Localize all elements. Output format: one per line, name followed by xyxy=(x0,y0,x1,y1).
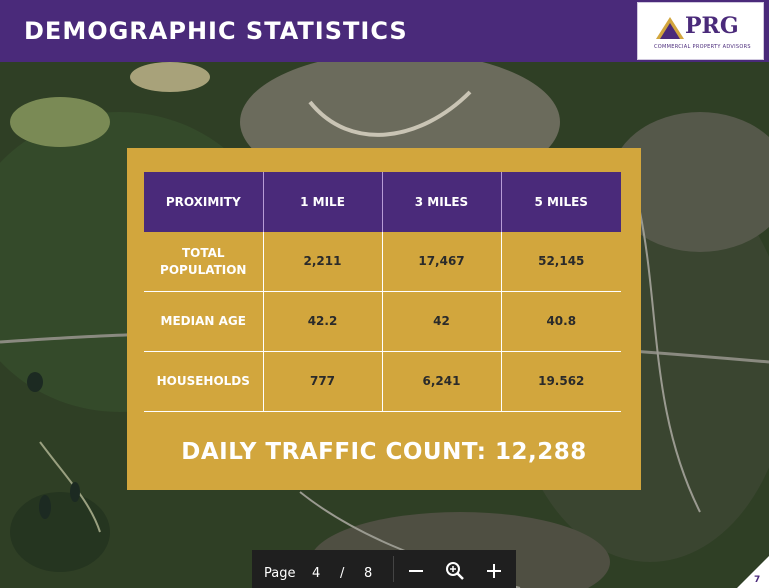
table-cell: 19.562 xyxy=(501,351,621,412)
row-label-total-population: TOTAL POPULATION xyxy=(144,232,264,292)
page-toolbar: Page 4 / 8 xyxy=(252,550,516,588)
column-header-3-miles: 3 MILES xyxy=(382,172,502,232)
zoom-button[interactable] xyxy=(444,560,466,582)
header-bar: DEMOGRAPHIC STATISTICS PRG COMMERCIAL PR… xyxy=(0,0,769,62)
toolbar-divider xyxy=(393,556,394,582)
plus-icon xyxy=(487,564,501,578)
table-cell: 2,211 xyxy=(263,232,383,292)
table-header-row: PROXIMITY 1 MILE 3 MILES 5 MILES xyxy=(144,172,621,232)
page-title: DEMOGRAPHIC STATISTICS xyxy=(24,17,408,45)
table-cell: 52,145 xyxy=(501,232,621,292)
table-cell: 40.8 xyxy=(501,291,621,352)
demographics-table: PROXIMITY 1 MILE 3 MILES 5 MILES TOTAL P… xyxy=(144,172,621,412)
zoom-in-button[interactable] xyxy=(483,560,505,582)
total-pages: 8 xyxy=(364,566,373,581)
zoom-out-button[interactable] xyxy=(405,560,427,582)
row-label-median-age: MEDIAN AGE xyxy=(144,291,264,352)
page-corner-decoration xyxy=(737,556,769,588)
table-row: HOUSEHOLDS 777 6,241 19.562 xyxy=(144,351,621,412)
logo-text: PRG xyxy=(685,13,739,39)
table-cell: 42.2 xyxy=(263,291,383,352)
page-label: Page xyxy=(264,566,296,581)
demographics-card: PROXIMITY 1 MILE 3 MILES 5 MILES TOTAL P… xyxy=(127,148,641,490)
daily-traffic-count: DAILY TRAFFIC COUNT: 12,288 xyxy=(181,439,587,465)
current-page-input[interactable]: 4 xyxy=(312,566,321,581)
table-cell: 6,241 xyxy=(382,351,502,412)
table-row: TOTAL POPULATION 2,211 17,467 52,145 xyxy=(144,232,621,292)
row-label-households: HOUSEHOLDS xyxy=(144,351,264,412)
column-header-5-miles: 5 MILES xyxy=(501,172,621,232)
column-header-proximity: PROXIMITY xyxy=(144,172,264,232)
logo-triangle-icon xyxy=(656,17,684,39)
table-row: MEDIAN AGE 42.2 42 40.8 xyxy=(144,291,621,352)
logo-subtitle: COMMERCIAL PROPERTY ADVISORS xyxy=(654,44,751,50)
column-header-1-mile: 1 MILE xyxy=(263,172,383,232)
slide-page-number: 7 xyxy=(754,575,761,585)
magnifier-plus-icon xyxy=(446,562,464,580)
prg-logo: PRG COMMERCIAL PROPERTY ADVISORS xyxy=(637,2,764,60)
minus-icon xyxy=(409,570,423,572)
table-cell: 17,467 xyxy=(382,232,502,292)
table-cell: 777 xyxy=(263,351,383,412)
page-separator: / xyxy=(340,566,345,581)
table-cell: 42 xyxy=(382,291,502,352)
